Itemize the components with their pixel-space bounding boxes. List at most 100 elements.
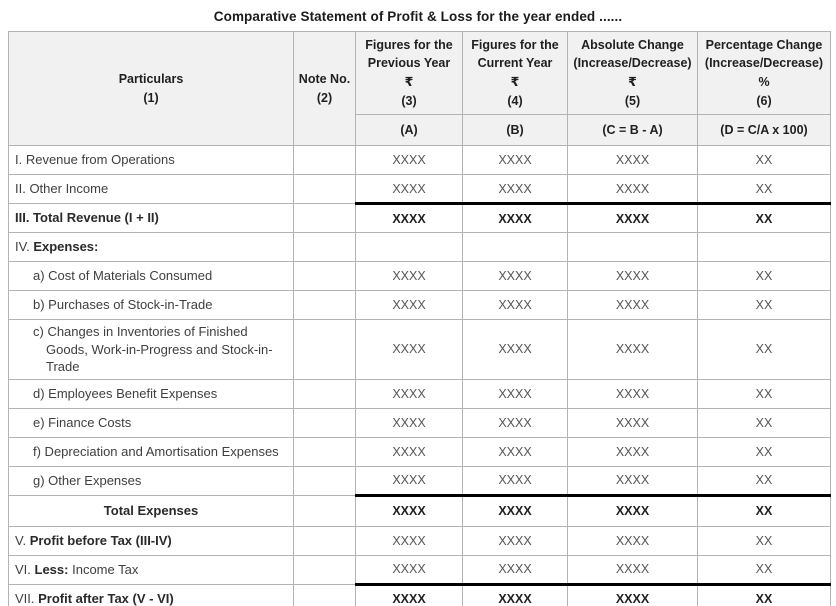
- abs-change-value: XXXX: [567, 554, 698, 585]
- col-header-title: Particulars: [118, 71, 184, 86]
- table-row-depreciation-amortisation: f) Depreciation and Amortisation Expense…: [8, 436, 831, 467]
- col-header-particulars: Particulars (1): [8, 31, 294, 146]
- abs-change-value: XXXX: [567, 525, 698, 556]
- row-label: Income Tax: [68, 561, 139, 577]
- pct-change-value: XX: [697, 378, 831, 409]
- subheader-b: (B): [462, 114, 568, 146]
- col-header-title: Note No.: [298, 71, 351, 86]
- col-header-percentage-change: Percentage Change (Increase/Decrease) % …: [697, 31, 831, 115]
- prev-year-value: XXXX: [355, 202, 463, 233]
- note-cell: [293, 261, 356, 291]
- curr-year-value: XXXX: [462, 582, 568, 606]
- row-label: Total Expenses: [103, 502, 199, 518]
- row-label: d) Employees Benefit Expenses: [33, 385, 218, 401]
- curr-year-value: XXXX: [462, 319, 568, 380]
- particulars-cell: f) Depreciation and Amortisation Expense…: [8, 436, 294, 467]
- pct-change-value: [697, 232, 831, 262]
- rupee-symbol: ₹: [628, 75, 637, 89]
- abs-change-value: XXXX: [567, 493, 698, 527]
- note-cell: [293, 583, 356, 606]
- col-header-title: Percentage Change (Increase/Decrease): [704, 37, 824, 71]
- row-label: b) Purchases of Stock-in-Trade: [33, 297, 213, 313]
- pct-change-value: XX: [697, 554, 831, 585]
- col-header-previous-year: Figures for the Previous Year ₹ (3): [355, 31, 463, 115]
- particulars-cell: a) Cost of Materials Consumed: [8, 261, 294, 291]
- prev-year-value: XXXX: [355, 407, 463, 438]
- abs-change-value: XXXX: [567, 582, 698, 606]
- table-row-total-expenses: Total Expenses XXXX XXXX XXXX XX: [8, 493, 831, 527]
- note-cell: [293, 319, 356, 380]
- pct-change-value: XX: [697, 407, 831, 438]
- note-cell: [293, 407, 356, 438]
- table-row-less-income-tax: VI. Less: Income Tax XXXX XXXX XXXX XX: [8, 554, 831, 585]
- particulars-cell: I. Revenue from Operations: [8, 145, 294, 175]
- rupee-symbol: ₹: [510, 75, 520, 89]
- prev-year-value: XXXX: [355, 465, 463, 496]
- col-header-number: (3): [401, 93, 417, 108]
- row-label: Less:: [34, 561, 69, 577]
- particulars-cell: III. Total Revenue (I + II): [8, 203, 294, 233]
- col-header-current-year: Figures for the Current Year ₹ (4): [462, 31, 568, 115]
- prev-year-value: XXXX: [355, 582, 463, 606]
- subheader-d: (D = C/A x 100): [697, 114, 831, 146]
- abs-change-value: XXXX: [567, 319, 698, 380]
- pct-change-value: XX: [697, 582, 831, 606]
- particulars-cell: Total Expenses: [8, 494, 294, 527]
- particulars-cell: II. Other Income: [8, 174, 294, 204]
- note-cell: [293, 525, 356, 556]
- pct-change-value: XX: [697, 261, 831, 291]
- row-label: V.: [15, 532, 30, 548]
- abs-change-value: XXXX: [567, 378, 698, 409]
- curr-year-value: XXXX: [462, 290, 568, 320]
- subheader-a: (A): [355, 114, 463, 146]
- rupee-symbol: ₹: [404, 75, 414, 89]
- curr-year-value: XXXX: [462, 202, 568, 233]
- row-label: Expenses:: [33, 239, 99, 255]
- header-row-sub: (A) (B) (C = B - A) (D = C/A x 100): [9, 114, 831, 146]
- note-cell: [293, 436, 356, 467]
- prev-year-value: XXXX: [355, 436, 463, 467]
- header-row-main: Particulars (1) Note No. (2) Figures for…: [8, 31, 831, 146]
- table-row-changes-in-inventories: c) Changes in Inventories of Finished Go…: [8, 319, 831, 380]
- curr-year-value: XXXX: [462, 407, 568, 438]
- curr-year-value: XXXX: [462, 525, 568, 556]
- col-header-title: Figures for the Previous Year: [365, 37, 453, 71]
- row-label: VII.: [15, 590, 39, 606]
- table-row-profit-after-tax: VII. Profit after Tax (V - VI) XXXX XXXX…: [8, 582, 831, 606]
- curr-year-value: XXXX: [462, 378, 568, 409]
- abs-change-value: XXXX: [567, 261, 698, 291]
- col-header-title: Figures for the Current Year: [471, 37, 559, 71]
- pct-change-value: XX: [697, 202, 831, 233]
- abs-change-value: XXXX: [567, 202, 698, 233]
- table-row-finance-costs: e) Finance Costs XXXX XXXX XXXX XX: [8, 407, 831, 438]
- particulars-cell: b) Purchases of Stock-in-Trade: [8, 290, 294, 320]
- curr-year-value: XXXX: [462, 554, 568, 585]
- table-row-other-income: II. Other Income XXXX XXXX XXXX XX: [8, 174, 831, 204]
- table-row-employees-benefit-expenses: d) Employees Benefit Expenses XXXX XXXX …: [8, 378, 831, 409]
- col-header-title: Absolute Change (Increase/Decrease): [573, 37, 692, 71]
- prev-year-value: XXXX: [355, 378, 463, 409]
- particulars-cell: IV. Expenses:: [8, 232, 294, 262]
- comparative-statement-table: Particulars (1) Note No. (2) Figures for…: [8, 31, 831, 606]
- row-label: I. Revenue from Operations: [15, 152, 175, 168]
- row-label: g) Other Expenses: [33, 472, 142, 488]
- col-header-number: (4): [507, 93, 523, 108]
- note-cell: [293, 465, 356, 496]
- col-header-number: (5): [624, 93, 641, 108]
- prev-year-value: XXXX: [355, 174, 463, 204]
- row-label: e) Finance Costs: [33, 414, 132, 430]
- note-cell: [293, 145, 356, 175]
- curr-year-value: XXXX: [462, 436, 568, 467]
- prev-year-value: XXXX: [355, 261, 463, 291]
- note-cell: [293, 554, 356, 585]
- prev-year-value: XXXX: [355, 554, 463, 585]
- percent-symbol: %: [758, 75, 770, 89]
- table-row-total-revenue: III. Total Revenue (I + II) XXXX XXXX XX…: [8, 202, 831, 233]
- table-row-expenses-heading: IV. Expenses:: [8, 232, 831, 262]
- note-cell: [293, 290, 356, 320]
- pct-change-value: XX: [697, 145, 831, 175]
- prev-year-value: XXXX: [355, 525, 463, 556]
- curr-year-value: XXXX: [462, 261, 568, 291]
- row-label: IV.: [15, 239, 34, 255]
- pct-change-value: XX: [697, 525, 831, 556]
